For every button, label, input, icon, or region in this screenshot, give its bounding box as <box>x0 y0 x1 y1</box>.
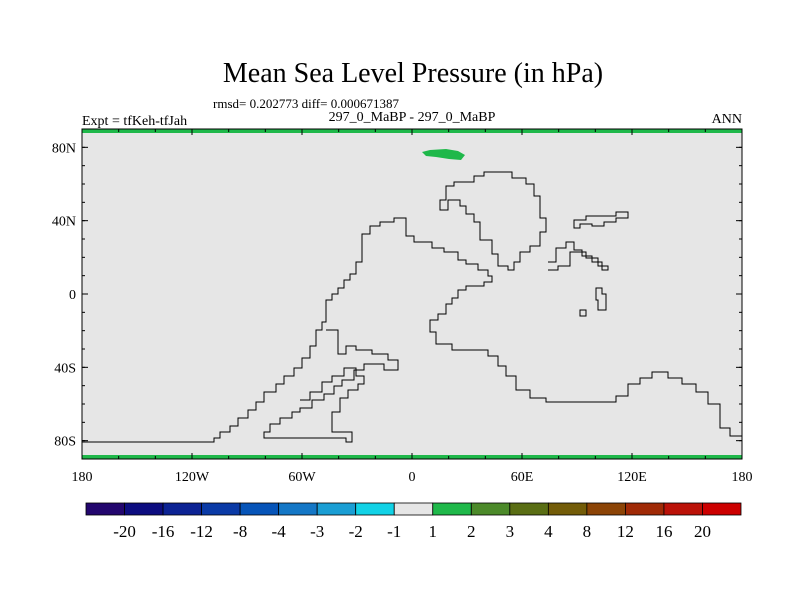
x-tick-label: 60E <box>511 470 534 485</box>
colorbar-swatch <box>393 502 434 516</box>
colorbar: -20 -16 -12 -8 -4 -3 -2 -1 1 2 3 4 8 12 16 20 <box>85 502 742 541</box>
stats-line: rmsd= 0.202773 diff= 0.000671387 <box>213 96 399 111</box>
colorbar-swatch <box>586 502 626 516</box>
x-tick-label: 60W <box>288 470 316 485</box>
colorbar-label: 4 <box>544 522 553 541</box>
colorbar-label: -2 <box>349 522 363 541</box>
coastlines <box>82 171 742 443</box>
colorbar-swatch <box>547 502 588 516</box>
colorbar-swatch <box>663 502 703 516</box>
x-tick-label: 0 <box>409 470 416 485</box>
colorbar-swatch <box>432 502 472 516</box>
anomaly-blob-arctic <box>422 149 465 160</box>
colorbar-label: 1 <box>429 522 438 541</box>
left-label: Expt = tfKeh-tfJah <box>82 114 187 129</box>
y-tick-label: 80S <box>54 435 76 450</box>
map-field <box>82 129 742 459</box>
y-tick-label: 40S <box>54 361 76 376</box>
x-tick-label: 180 <box>732 470 753 485</box>
colorbar-label: -20 <box>113 522 136 541</box>
coastline-east-island <box>573 211 629 229</box>
colorbar-label: 8 <box>583 522 592 541</box>
colorbar-label: -1 <box>387 522 401 541</box>
colorbar-label: 12 <box>617 522 634 541</box>
colorbar-swatch <box>239 502 280 516</box>
coastline-tiny-island <box>579 309 587 317</box>
coastline-east-strip <box>548 241 609 271</box>
colorbar-swatch <box>702 502 742 516</box>
colorbar-swatch <box>162 502 202 516</box>
colorbar-swatch <box>124 502 164 516</box>
colorbar-label: -3 <box>310 522 324 541</box>
center-label: 297_0_MaBP - 297_0_MaBP <box>329 110 496 125</box>
x-ticks: 180 120W 60W 0 60E 120E 180 <box>72 129 753 485</box>
coastline-ring <box>439 171 547 271</box>
y-tick-label: 80N <box>52 141 76 156</box>
chart-title: Mean Sea Level Pressure (in hPa) <box>223 58 603 89</box>
colorbar-swatch <box>470 502 511 516</box>
coastline-peninsula <box>263 329 399 443</box>
colorbar-swatch <box>278 502 318 516</box>
colorbar-label: 20 <box>694 522 711 541</box>
colorbar-label: -4 <box>272 522 287 541</box>
colorbar-swatch <box>355 502 395 516</box>
colorbar-label: -16 <box>152 522 175 541</box>
coastline-main <box>82 217 742 443</box>
colorbar-label: 16 <box>655 522 672 541</box>
map-area <box>81 128 743 460</box>
x-tick-label: 120E <box>617 470 647 485</box>
colorbar-swatch <box>316 502 357 516</box>
colorbar-swatch <box>625 502 665 516</box>
x-tick-label: 180 <box>72 470 93 485</box>
colorbar-swatch <box>509 502 549 516</box>
y-tick-label: 0 <box>69 288 76 303</box>
colorbar-label: 2 <box>467 522 476 541</box>
colorbar-label: 3 <box>506 522 515 541</box>
colorbar-label: -12 <box>190 522 213 541</box>
colorbar-label: -8 <box>233 522 247 541</box>
colorbar-swatch <box>85 502 125 516</box>
y-tick-label: 40N <box>52 215 76 230</box>
x-tick-label: 120W <box>175 470 210 485</box>
right-label: ANN <box>712 112 742 127</box>
colorbar-swatch <box>201 502 241 516</box>
coastline-small-island <box>595 287 607 311</box>
y-ticks: 80N 40N 0 40S 80S <box>52 128 742 460</box>
